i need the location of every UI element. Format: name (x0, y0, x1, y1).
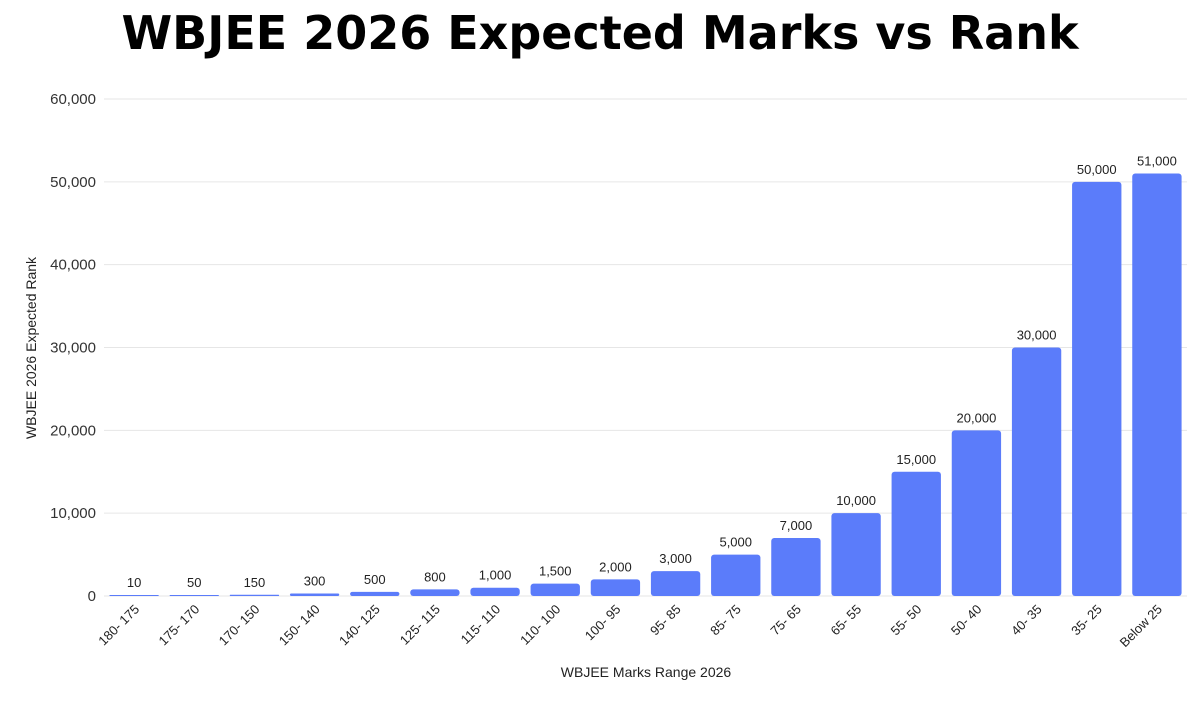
x-tick-label: 140- 125 (336, 602, 383, 649)
y-axis-ticks: 0 10,000 20,000 30,000 40,000 50,000 60,000 (50, 91, 96, 605)
bar (951, 430, 1002, 596)
data-label: 15,000 (896, 452, 936, 467)
bar (771, 538, 821, 596)
bar (891, 471, 941, 596)
x-axis-title: WBJEE Marks Range 2026 (561, 664, 732, 680)
data-label: 500 (364, 572, 386, 587)
data-label: 20,000 (957, 410, 997, 425)
x-tick-label: 115- 110 (458, 602, 504, 648)
bar (831, 513, 881, 596)
data-label: 3,000 (659, 551, 692, 566)
x-tick-label: 100- 95 (582, 602, 624, 644)
data-label: 2,000 (599, 559, 632, 574)
data-label: 1,500 (539, 564, 572, 579)
data-label: 1,000 (479, 568, 512, 583)
bar (410, 589, 460, 596)
y-tick-label: 30,000 (50, 340, 96, 357)
x-tick-label: 65- 55 (828, 602, 865, 639)
y-axis-title: WBJEE 2026 Expected Rank (23, 256, 39, 439)
y-tick-label: 40,000 (50, 257, 96, 274)
y-tick-label: 50,000 (50, 174, 96, 191)
x-tick-label: 95- 85 (647, 602, 684, 639)
data-labels: 10 50 150 300 500 800 1,000 1,500 2,000 3,000 5,00… (127, 154, 1177, 590)
bar (289, 593, 340, 596)
x-tick-label: 150- 140 (276, 602, 323, 649)
data-label: 50 (187, 575, 201, 590)
x-tick-label: 35- 25 (1068, 602, 1105, 639)
x-tick-label: 50- 40 (948, 602, 985, 639)
data-label: 300 (304, 574, 326, 589)
bar (470, 587, 520, 596)
data-label: 30,000 (1017, 328, 1057, 343)
bars (109, 173, 1182, 597)
y-tick-label: 0 (88, 588, 96, 605)
data-label: 5,000 (719, 535, 752, 550)
data-label: 150 (244, 575, 266, 590)
data-label: 7,000 (780, 518, 813, 533)
bar (350, 591, 400, 596)
bar (1072, 181, 1122, 597)
x-axis-categories: 180- 175 175- 170 170- 150 150- 140 140- 125… (95, 602, 1165, 650)
bar (109, 595, 159, 596)
bar (711, 554, 761, 596)
data-label: 10 (127, 575, 141, 590)
x-tick-label: 75- 65 (767, 602, 804, 639)
x-tick-label: 40- 35 (1008, 602, 1045, 639)
chart-title: WBJEE 2026 Expected Marks vs Rank (121, 6, 1079, 60)
data-label: 10,000 (836, 493, 876, 508)
x-tick-label: Below 25 (1117, 602, 1165, 650)
bar (169, 595, 219, 596)
x-tick-label: 180- 175 (95, 602, 142, 649)
bar (530, 583, 580, 596)
y-tick-label: 10,000 (50, 505, 96, 522)
data-label: 51,000 (1137, 154, 1177, 169)
data-label: 800 (424, 569, 446, 584)
bar (1011, 347, 1062, 596)
gridlines (104, 98, 1187, 597)
x-tick-label: 85- 75 (707, 602, 744, 639)
bar (590, 579, 641, 596)
x-tick-label: 110- 100 (517, 602, 563, 648)
x-tick-label: 170- 150 (216, 602, 263, 649)
x-tick-label: 55- 50 (888, 602, 925, 639)
x-tick-label: 175- 170 (155, 602, 202, 649)
bar (650, 571, 701, 596)
x-tick-label: 125- 115 (397, 602, 443, 648)
bar (1132, 173, 1182, 597)
bar (229, 594, 280, 596)
y-tick-label: 60,000 (50, 91, 96, 108)
y-tick-label: 20,000 (50, 422, 96, 439)
data-label: 50,000 (1077, 162, 1117, 177)
